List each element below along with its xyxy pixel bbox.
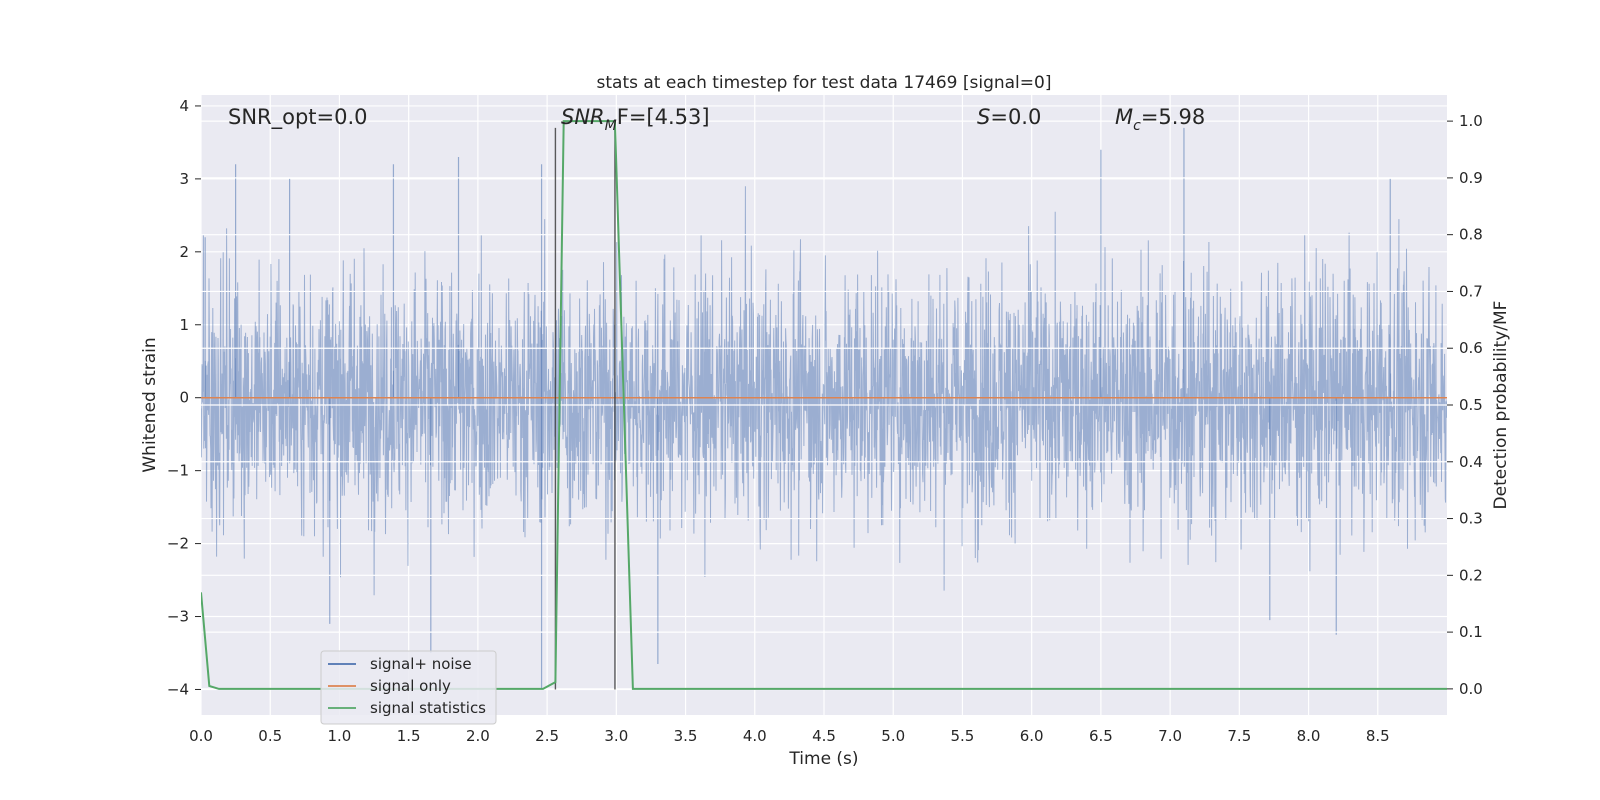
y-tick-label: 4 xyxy=(179,97,189,115)
chart-title: stats at each timestep for test data 174… xyxy=(597,73,1052,93)
snr-mf-subscript: M xyxy=(605,118,617,134)
x-tick-label: 4.5 xyxy=(812,727,836,745)
x-tick-label: 8.0 xyxy=(1297,727,1321,745)
x-tick-label: 5.5 xyxy=(951,727,975,745)
y-tick-label: −4 xyxy=(167,680,189,698)
signal-noise-line xyxy=(201,186,1447,596)
x-tick-label: 3.0 xyxy=(604,727,628,745)
signal-statistics-line xyxy=(201,120,1447,690)
y-axis-label: Whitened strain xyxy=(140,337,160,472)
y-tick-label: −3 xyxy=(167,608,189,626)
y2-tick-label: 0.6 xyxy=(1459,339,1483,357)
snr-mf-value: F=[4.53] xyxy=(617,105,710,129)
y2-tick-label: 0.5 xyxy=(1459,396,1483,414)
s-value: =0.0 xyxy=(990,105,1041,129)
y2-tick-label: 0.1 xyxy=(1459,623,1483,641)
snr-mf-var: SNR xyxy=(561,105,605,129)
y2-tick-label: 1.0 xyxy=(1459,112,1483,130)
y2-tick-labels: 1.0 0.9 0.8 0.7 0.6 0.5 0.4 0.3 0.2 0.1 0.0 xyxy=(1459,112,1483,698)
x-tick-label: 2.0 xyxy=(466,727,490,745)
y-tick-label: 1 xyxy=(179,316,189,334)
y2-tick-label: 0.2 xyxy=(1459,566,1483,584)
vertical-markers xyxy=(554,127,616,690)
y-tick-labels: 4 3 2 1 0 −1 −2 −3 −4 xyxy=(167,97,189,699)
snr-opt-annotation: SNR_opt=0.0 xyxy=(228,105,368,130)
y-tick-label: 2 xyxy=(179,243,189,261)
y2-tick-label: 0.8 xyxy=(1459,226,1483,244)
s-annotation: S=0.0 xyxy=(977,105,1041,129)
legend-label-signal-noise: signal+ noise xyxy=(370,655,472,673)
mc-annotation: Mc=5.98 xyxy=(1115,105,1205,134)
y2-tick-label: 0.4 xyxy=(1459,453,1483,471)
x-tick-label: 4.0 xyxy=(743,727,767,745)
legend-label-signal-only: signal only xyxy=(370,677,451,695)
signal-noise-series xyxy=(201,127,1447,690)
y-tick-label: −1 xyxy=(167,462,189,480)
x-tick-label: 0.5 xyxy=(258,727,282,745)
y2-tick-label: 0.7 xyxy=(1459,282,1483,300)
legend: signal+ noise signal only signal statist… xyxy=(320,650,497,725)
mc-subscript: c xyxy=(1133,118,1141,134)
y2-tick-label: 0.0 xyxy=(1459,680,1483,698)
y2-axis-label: Detection probability/MF xyxy=(1491,301,1511,510)
legend-box xyxy=(320,650,497,725)
x-tick-label: 5.0 xyxy=(881,727,905,745)
x-tick-label: 1.5 xyxy=(397,727,421,745)
x-tick-label: 0.0 xyxy=(189,727,213,745)
x-tick-labels: 0.0 0.5 1.0 1.5 2.0 2.5 3.0 3.5 4.0 4.5 5.0 5.5 6.0 6… xyxy=(189,727,1390,745)
x-tick-label: 6.0 xyxy=(1020,727,1044,745)
x-tick-label: 8.5 xyxy=(1366,727,1390,745)
x-tick-label: 1.0 xyxy=(328,727,352,745)
y2-tick-label: 0.3 xyxy=(1459,510,1483,528)
y-tick-label: 3 xyxy=(179,170,189,188)
mc-var: M xyxy=(1115,105,1133,129)
legend-label-signal-statistics: signal statistics xyxy=(370,699,486,717)
snr-mf-annotation: SNRMF=[4.53] xyxy=(561,105,710,134)
x-tick-label: 3.5 xyxy=(674,727,698,745)
s-var: S xyxy=(977,105,990,129)
y-tick-label: −2 xyxy=(167,535,189,553)
x-axis-label: Time (s) xyxy=(788,749,858,769)
y-tick-label: 0 xyxy=(179,389,189,407)
x-tick-label: 6.5 xyxy=(1089,727,1113,745)
x-tick-label: 7.0 xyxy=(1158,727,1182,745)
signal-statistics-series xyxy=(201,120,1447,690)
y2-tick-label: 0.9 xyxy=(1459,169,1483,187)
mc-value: =5.98 xyxy=(1141,105,1205,129)
x-tick-label: 2.5 xyxy=(535,727,559,745)
x-tick-label: 7.5 xyxy=(1227,727,1251,745)
